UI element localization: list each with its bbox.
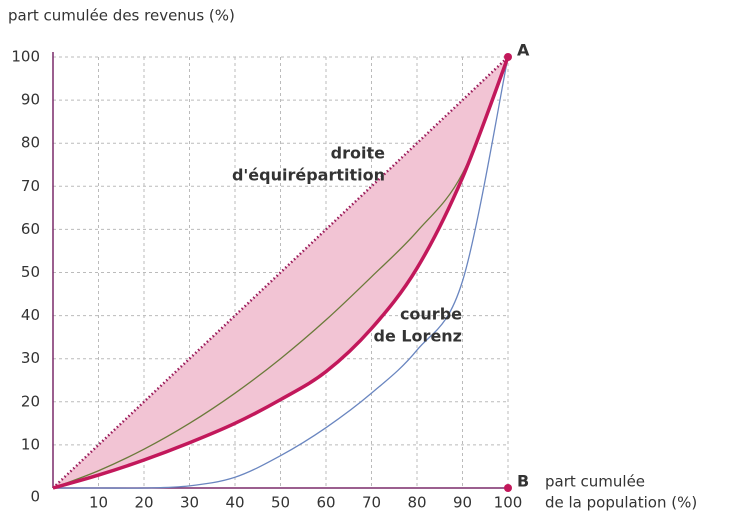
x-tick-label: 20 xyxy=(134,494,153,512)
y-tick-label: 80 xyxy=(21,134,40,152)
x-axis-label: de la population (%) xyxy=(545,494,697,512)
y-axis-label: part cumulée des revenus (%) xyxy=(8,7,235,25)
y-tick-label: 20 xyxy=(21,392,40,410)
y-tick-label: 0 xyxy=(30,488,40,506)
x-tick-label: 70 xyxy=(362,494,381,512)
y-tick-label: 10 xyxy=(21,435,40,453)
annotation: d'équirépartition xyxy=(232,166,385,185)
point xyxy=(504,484,512,492)
y-tick-label: 30 xyxy=(21,349,40,367)
x-axis-label: part cumulée xyxy=(545,473,645,491)
line-series xyxy=(52,56,510,490)
x-tick-label: 60 xyxy=(316,494,335,512)
y-tick-label: 90 xyxy=(21,91,40,109)
y-tick-label: 70 xyxy=(21,177,40,195)
x-tick-label: 30 xyxy=(180,494,199,512)
line-series xyxy=(52,56,509,489)
annotation: de Lorenz xyxy=(373,327,462,346)
point-label: A xyxy=(517,41,530,60)
line-series xyxy=(52,56,509,489)
x-tick-label: 100 xyxy=(494,494,523,512)
x-tick-label: 90 xyxy=(453,494,472,512)
x-tick-label: 80 xyxy=(407,494,426,512)
annotation: droite xyxy=(331,144,385,163)
y-tick-label: 40 xyxy=(21,306,40,324)
line-series xyxy=(53,56,509,489)
y-tick-label: 60 xyxy=(21,220,40,238)
x-tick-label: 10 xyxy=(89,494,108,512)
point xyxy=(504,53,512,61)
x-tick-label: 40 xyxy=(225,494,244,512)
y-tick-label: 100 xyxy=(11,48,40,66)
point-label: B xyxy=(517,472,529,491)
x-tick-label: 50 xyxy=(271,494,290,512)
annotation: courbe xyxy=(400,305,462,324)
y-tick-label: 50 xyxy=(21,263,40,281)
